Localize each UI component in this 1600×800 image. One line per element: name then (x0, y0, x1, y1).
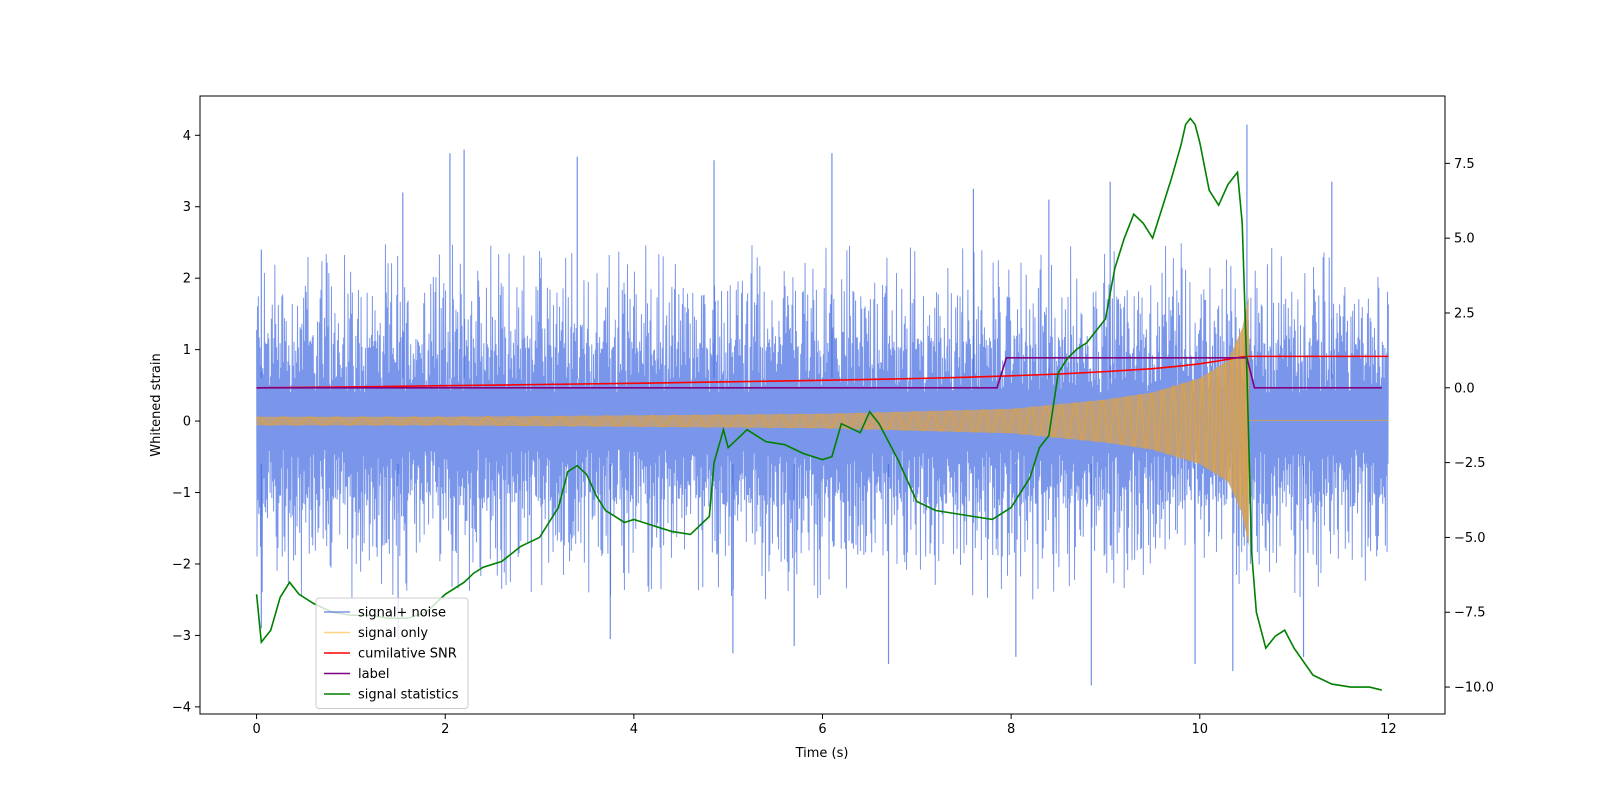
x-tick-label: 12 (1380, 722, 1397, 737)
y-right-tick-label: −5.0 (1454, 531, 1486, 546)
series-signal-only-envelope (256, 296, 1249, 547)
y-right-tick-label: 2.5 (1454, 306, 1475, 321)
legend: signal+ noise signal only cumilative SNR la… (315, 597, 469, 709)
y-left-tick-label: −4 (172, 700, 191, 715)
y-left-tick-label: 2 (183, 272, 191, 287)
y-left-tick-label: 0 (183, 415, 191, 430)
series-signal-statistics-line (255, 117, 1382, 691)
legend-label: signal statistics (358, 688, 459, 703)
y-left-tick-label: 3 (183, 200, 191, 215)
y-left-tick-label: −2 (172, 557, 191, 572)
y-right-tick-label: −2.5 (1454, 456, 1486, 471)
series-signal-only-line (256, 315, 1250, 537)
series-layer (255, 117, 1389, 691)
y-right-tick-label: 5.0 (1454, 232, 1475, 247)
x-tick-label: 4 (630, 722, 638, 737)
y-left-tick-label: −1 (172, 486, 191, 501)
x-tick-label: 2 (441, 722, 449, 737)
x-tick-label: 6 (818, 722, 826, 737)
x-axis-label: Time (s) (795, 746, 849, 761)
y-right-tick-label: −7.5 (1454, 606, 1486, 621)
y-right-tick-label: −10.0 (1454, 681, 1494, 696)
legend-label: signal+ noise (358, 606, 446, 621)
y-axis-label-left: Whitened strain (149, 353, 164, 456)
x-tick-label: 10 (1191, 722, 1208, 737)
legend-label: signal only (358, 626, 428, 641)
y-left-tick-label: 1 (183, 343, 191, 358)
y-right-tick-label: 7.5 (1454, 157, 1475, 172)
x-tick-label: 0 (252, 722, 260, 737)
legend-label: cumilative SNR (358, 647, 457, 662)
legend-label: label (358, 667, 389, 682)
y-right-tick-label: 0.0 (1454, 381, 1475, 396)
y-left-tick-label: 4 (183, 129, 191, 144)
series-label-line (256, 357, 1382, 389)
y-left-tick-label: −3 (172, 629, 191, 644)
legend-box (315, 597, 469, 709)
axes-layer: 0 2 4 6 8 10 12−4−3−2−101234−10.0−7.5−5.0−2.50… (172, 129, 1494, 737)
x-tick-label: 8 (1007, 722, 1015, 737)
